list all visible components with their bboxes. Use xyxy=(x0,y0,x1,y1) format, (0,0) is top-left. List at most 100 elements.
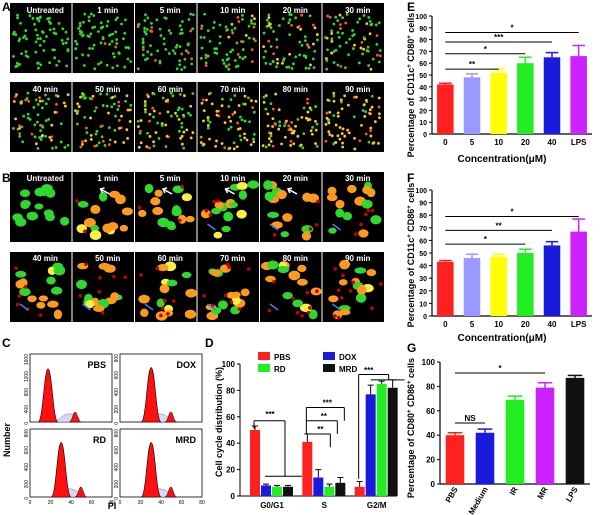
panel-a-cell xyxy=(83,115,87,119)
panel-a-cell xyxy=(204,61,208,65)
panel-d-legend-label: DOX xyxy=(339,353,357,362)
panel-a-cell xyxy=(262,31,266,35)
panel-a-cell xyxy=(301,146,305,150)
panel-a-cell xyxy=(250,48,254,52)
panel-a-cell xyxy=(238,55,242,59)
panel-a-cell xyxy=(47,117,51,121)
panel-f-ytick: 60 xyxy=(419,238,427,245)
panel-a-cell xyxy=(101,104,105,107)
panel-b-cell xyxy=(327,186,337,196)
panel-a-cell xyxy=(99,21,103,25)
panel-f-ytick: 20 xyxy=(419,289,427,296)
panel-a-cell xyxy=(314,142,317,145)
histogram-ytick: 600 xyxy=(114,446,120,455)
panel-b-cell xyxy=(347,184,357,194)
panel-a-cell xyxy=(136,119,140,123)
panel-f-bar xyxy=(517,253,534,316)
panel-a-cell xyxy=(65,64,69,68)
panel-a-cell xyxy=(125,94,129,98)
panel-a-cell xyxy=(152,144,156,148)
panel-a-cell xyxy=(252,25,256,29)
panel-a-cell xyxy=(38,99,42,103)
panel-a-cell xyxy=(120,22,123,26)
panel-a-cell xyxy=(143,102,147,106)
panel-a-cell xyxy=(82,93,86,97)
panel-b-tile-label: 50 min xyxy=(95,254,120,263)
panel-a-cell xyxy=(362,47,366,51)
panel-b-cell xyxy=(157,263,169,272)
panel-a-tile: 10 min xyxy=(197,3,259,73)
panel-a-cell xyxy=(344,21,348,25)
panel-b-debris xyxy=(229,300,234,304)
panel-f-ytick: 50 xyxy=(419,251,427,258)
panel-a-cell xyxy=(243,132,246,136)
panel-e-ylabel: Percentage of CD11c+ CD80+ cells xyxy=(406,13,416,158)
panel-b-cell xyxy=(292,299,304,308)
panel-a-cell xyxy=(57,59,61,63)
panel-g-ytick: 0 xyxy=(431,480,436,489)
panel-a-cell xyxy=(221,97,224,101)
panel-a-cell xyxy=(84,139,88,143)
panel-a-cell xyxy=(330,134,334,138)
panel-b-debris xyxy=(314,223,319,227)
panel-b-debris xyxy=(379,282,383,286)
panel-a-cell xyxy=(180,125,184,129)
panel-a-cell xyxy=(296,134,300,138)
panel-b-debris xyxy=(225,262,230,267)
panel-g-category: MR xyxy=(536,485,550,500)
panel-a-cell xyxy=(129,103,133,107)
panel-a-cell xyxy=(344,66,347,70)
panel-a-cell xyxy=(232,147,236,151)
panel-a-cell xyxy=(274,123,277,126)
panel-a-cell xyxy=(180,68,184,71)
panel-d-legend-swatch xyxy=(258,364,270,372)
panel-a-cell xyxy=(91,26,95,29)
panel-a-cell xyxy=(307,45,311,49)
panel-b-cell xyxy=(46,276,56,285)
panel-a-cell xyxy=(75,122,79,126)
histogram-frame xyxy=(29,428,113,498)
panel-a-tile: 90 min xyxy=(322,82,384,152)
panel-b-cell xyxy=(154,189,163,197)
panel-a-cell xyxy=(126,136,130,140)
blue-arrow-icon xyxy=(269,223,279,231)
panel-a-cell xyxy=(292,129,296,133)
panel-a-cell xyxy=(224,64,228,68)
panel-a-cell xyxy=(262,95,266,99)
histogram-ytick: 200 xyxy=(114,480,120,489)
panel-a-cell xyxy=(377,112,381,116)
panel-a-cell xyxy=(338,126,342,129)
panel-a-cell xyxy=(314,105,317,108)
panel-a-cell xyxy=(202,119,205,123)
panel-a-cell xyxy=(339,27,342,30)
panel-b-cell xyxy=(36,301,46,309)
panel-a-cell xyxy=(32,105,36,109)
panel-a-cell xyxy=(276,61,279,65)
panel-a-cell xyxy=(113,140,117,144)
panel-f-ylabel: Percentage of CD11c+ CD86+ cells xyxy=(406,183,416,328)
panel-b-cell xyxy=(45,188,56,198)
histogram-ytick: 800 xyxy=(24,429,30,438)
panel-a-cell xyxy=(201,98,205,102)
histogram-ytick: 400 xyxy=(114,388,120,397)
panel-a-cell xyxy=(158,61,162,65)
panel-b-debris xyxy=(139,273,143,277)
panel-e-category: 5 xyxy=(470,138,475,147)
panel-a-cell xyxy=(26,91,30,95)
panel-a-cell xyxy=(224,25,228,29)
panel-b-tile-label: 40 min xyxy=(33,254,58,263)
histogram-ytick: 0 xyxy=(24,422,30,425)
panel-a-cell xyxy=(276,57,279,61)
panel-a-cell xyxy=(182,94,186,98)
panel-a-cell xyxy=(287,65,291,69)
panel-a-cell xyxy=(377,141,380,145)
panel-a-cell xyxy=(17,39,21,43)
panel-a-cell xyxy=(227,115,231,119)
panel-b-cell xyxy=(89,230,102,241)
panel-a-cell xyxy=(191,27,194,31)
panel-a-cell xyxy=(14,117,18,121)
panel-a-cell xyxy=(294,124,297,128)
panel-a-cell xyxy=(289,143,293,147)
panel-a-cell xyxy=(38,96,41,100)
panel-a-cell xyxy=(294,16,298,20)
